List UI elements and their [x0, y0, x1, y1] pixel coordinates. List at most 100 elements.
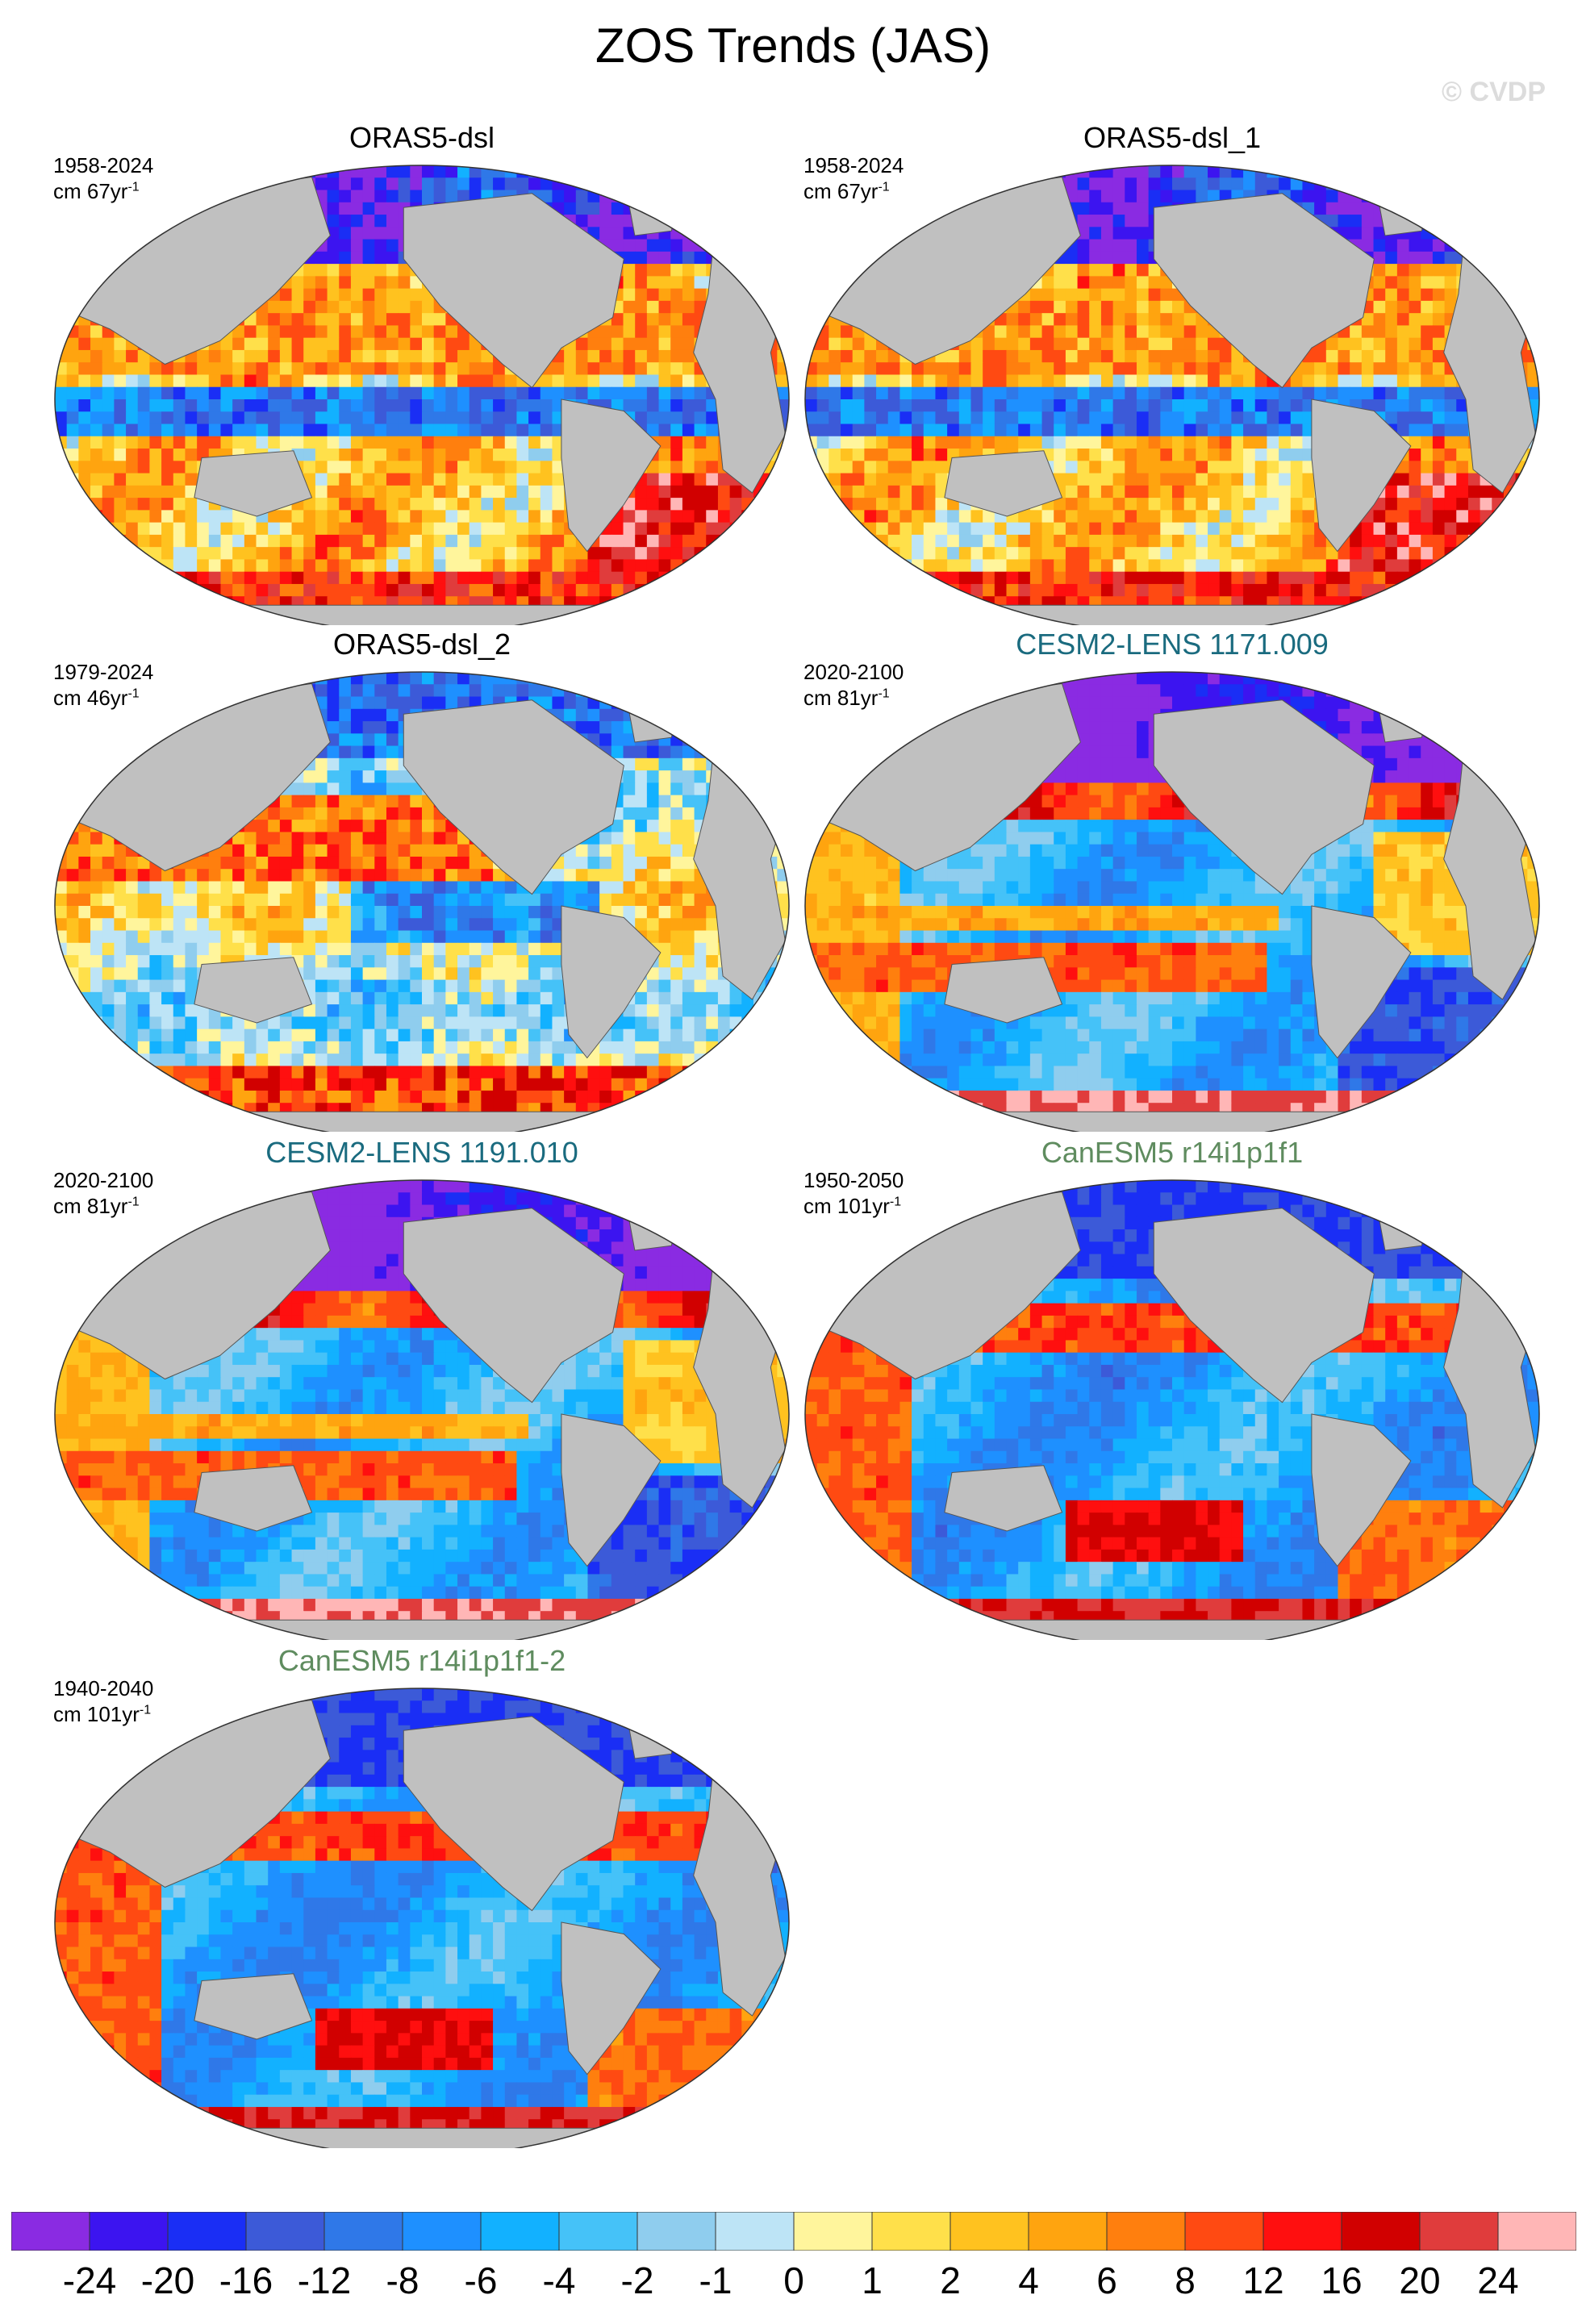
colorbar-label: -6: [464, 2259, 498, 2301]
land-mass: [194, 1465, 313, 1532]
colorbar-label: -1: [699, 2259, 732, 2301]
land-mass: [1311, 1413, 1412, 1567]
land-mass: [561, 1921, 662, 2076]
panel-units: cm 46yr-1: [53, 686, 140, 710]
panel-years: 1950-2050: [803, 1168, 904, 1192]
colorbar-label: -20: [140, 2259, 195, 2301]
land-mass: [561, 1413, 662, 1567]
colorbar-label: -12: [297, 2259, 352, 2301]
colorbar-segment: [793, 2212, 873, 2251]
map-panel: ORAS5-dsl_2 1979-2024 cm 46yr-1: [47, 628, 797, 1132]
land-mass: [91, 1111, 753, 1132]
colorbar-segment: [89, 2212, 169, 2251]
land-mass: [1153, 1208, 1375, 1404]
colorbar-label: 16: [1321, 2259, 1363, 2301]
colorbar-label: 8: [1175, 2259, 1196, 2301]
land-mass: [944, 1465, 1063, 1532]
land-mass: [403, 1208, 624, 1404]
panel-title: CESM2-LENS 1191.010: [265, 1136, 578, 1169]
land-mass: [403, 193, 624, 389]
colorbar-segment: [1028, 2212, 1108, 2251]
panel-years: 2020-2100: [53, 1168, 154, 1192]
world-map: [54, 165, 790, 625]
colorbar-segment: [715, 2212, 795, 2251]
land-mass: [194, 957, 313, 1024]
colorbar-segment: [402, 2212, 482, 2251]
panel-units: cm 101yr-1: [803, 1194, 902, 1218]
panel-title: CanESM5 r14i1p1f1: [1041, 1136, 1304, 1169]
panel-units: cm 67yr-1: [803, 179, 890, 203]
colorbar-label: 1: [862, 2259, 883, 2301]
land-mass: [91, 2127, 753, 2148]
map-border: [54, 1688, 790, 2148]
colorbar-label: 6: [1096, 2259, 1117, 2301]
figure-title: ZOS Trends (JAS): [595, 19, 991, 73]
map-border: [54, 165, 790, 625]
panel-title: ORAS5-dsl: [349, 121, 495, 154]
map-panel: CESM2-LENS 1171.009 2020-2100 cm 81yr-1: [797, 628, 1547, 1132]
map-panel: CESM2-LENS 1191.010 2020-2100 cm 81yr-1: [47, 1136, 797, 1640]
panel-years: 1958-2024: [803, 153, 904, 177]
land-mass: [561, 905, 662, 1059]
land-mass: [91, 604, 753, 625]
land-mass: [403, 1716, 624, 1912]
map-panel: ORAS5-dsl_1 1958-2024 cm 67yr-1: [797, 121, 1547, 625]
land-mass: [561, 398, 662, 553]
land-mass: [403, 699, 624, 895]
map-border: [804, 1179, 1540, 1640]
colorbar-label: -4: [542, 2259, 576, 2301]
panel-title: CESM2-LENS 1171.009: [1016, 628, 1329, 661]
world-map: [54, 671, 790, 1132]
panel-years: 1940-2040: [53, 1676, 154, 1700]
colorbar-segment: [11, 2212, 90, 2251]
panel-title: ORAS5-dsl_1: [1083, 121, 1262, 154]
panel-units: cm 81yr-1: [53, 1194, 140, 1218]
world-map: [804, 671, 1540, 1132]
colorbar-segment: [558, 2212, 638, 2251]
land-mass: [1153, 699, 1375, 895]
panel-years: 1979-2024: [53, 660, 154, 684]
map-border: [804, 165, 1540, 625]
colorbar-label: 4: [1018, 2259, 1039, 2301]
colorbar-segment: [480, 2212, 560, 2251]
colorbar-label: 24: [1477, 2259, 1519, 2301]
panel-units: cm 101yr-1: [53, 1702, 152, 1726]
colorbar-segment: [323, 2212, 403, 2251]
colorbar: [11, 2212, 1576, 2251]
colorbar-segment: [1419, 2212, 1499, 2251]
map-border: [54, 1179, 790, 1640]
colorbar-label: -2: [620, 2259, 654, 2301]
world-map: [54, 1179, 790, 1640]
panel-title: ORAS5-dsl_2: [332, 628, 511, 661]
land-mass: [944, 957, 1063, 1024]
panel-units: cm 67yr-1: [53, 179, 140, 203]
land-mass: [944, 450, 1063, 517]
map-panel: ORAS5-dsl 1958-2024 cm 67yr-1: [47, 121, 797, 625]
colorbar-segment: [1106, 2212, 1186, 2251]
map-border: [804, 671, 1540, 1132]
colorbar-label: 12: [1242, 2259, 1284, 2301]
land-mass: [841, 1619, 1503, 1640]
colorbar-label: 0: [783, 2259, 804, 2301]
map-panel: CanESM5 r14i1p1f1-2 1940-2040 cm 101yr-1: [47, 1644, 797, 2148]
colorbar-segment: [1497, 2212, 1576, 2251]
map-panel: CanESM5 r14i1p1f1 1950-2050 cm 101yr-1: [797, 1136, 1547, 1640]
colorbar-label: -24: [62, 2259, 117, 2301]
panel-title: CanESM5 r14i1p1f1-2: [278, 1644, 566, 1677]
land-mass: [841, 604, 1503, 625]
world-map: [54, 1688, 790, 2148]
panel-units: cm 81yr-1: [803, 686, 890, 710]
panel-years: 1958-2024: [53, 153, 154, 177]
map-border: [54, 671, 790, 1132]
land-mass: [1153, 193, 1375, 389]
land-mass: [194, 1973, 313, 2040]
watermark: © CVDP: [1442, 77, 1546, 107]
colorbar-segment: [871, 2212, 951, 2251]
colorbar-segment: [1341, 2212, 1421, 2251]
colorbar-segment: [636, 2212, 716, 2251]
colorbar-labels: -24 -20 -16 -12 -8 -6 -4 -2 -1 0 1 2 4 6 8 12 16 20 24: [0, 2259, 1586, 2307]
colorbar-segment: [950, 2212, 1029, 2251]
world-map: [804, 165, 1540, 625]
panel-years: 2020-2100: [803, 660, 904, 684]
colorbar-segment: [245, 2212, 325, 2251]
